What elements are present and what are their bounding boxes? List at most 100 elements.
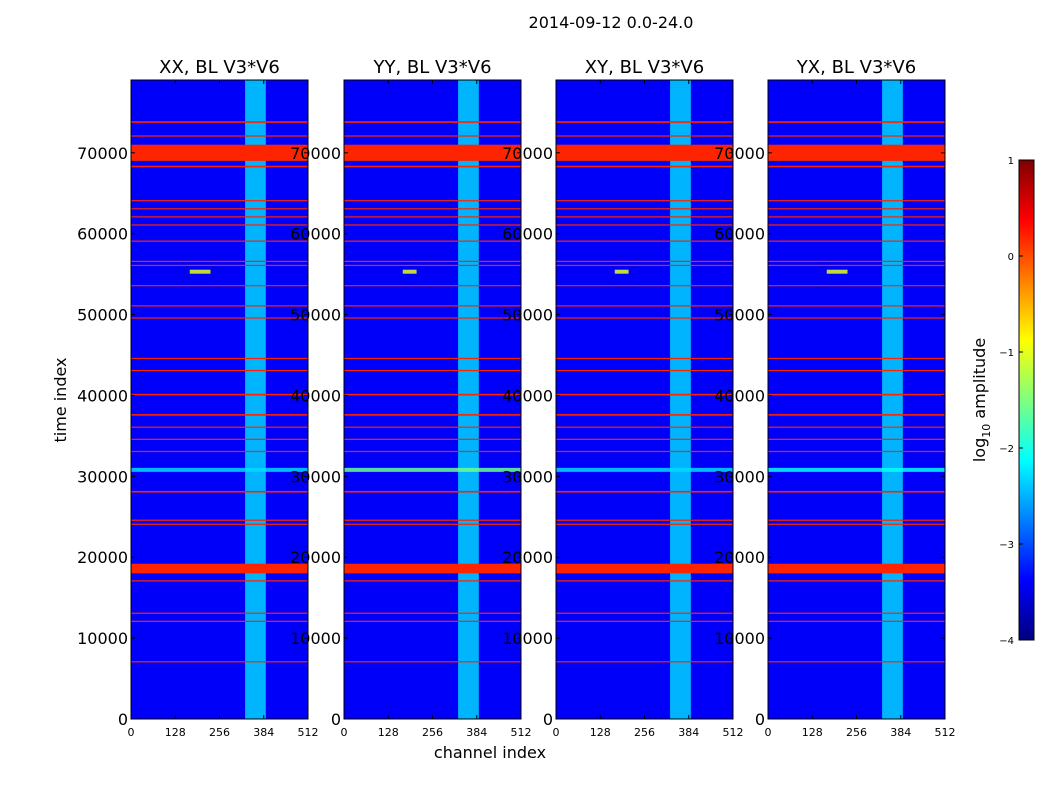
y-tick-label: 40000 [290, 386, 341, 405]
heatmap-background [131, 80, 308, 719]
flagged-row [131, 369, 308, 372]
flagged-row [556, 426, 733, 428]
y-tick-label: 70000 [77, 144, 128, 163]
flagged-row [768, 264, 945, 267]
flagged-row [344, 224, 521, 226]
flagged-row [556, 317, 733, 319]
flagged-row [768, 240, 945, 242]
heatmap-background [556, 80, 733, 719]
colorbar: 1 0 −1 −2 −3 −4 log10 amplitude [970, 156, 1035, 647]
flagged-row [556, 240, 733, 242]
flagged-row [131, 285, 308, 287]
colorbar-tick-label: −2 [999, 444, 1014, 455]
x-tick-label: 384 [253, 726, 274, 739]
flagged-row [556, 519, 733, 521]
flagged-row [556, 165, 733, 168]
flagged-row [131, 426, 308, 428]
y-tick-label: 50000 [77, 306, 128, 325]
y-tick-label: 30000 [714, 467, 765, 486]
y-tick-label: 50000 [290, 306, 341, 325]
x-tick-label: 0 [553, 726, 560, 739]
flagged-row [768, 208, 945, 210]
flagged-row [556, 200, 733, 202]
flagged-row [768, 165, 945, 168]
x-tick-label: 256 [634, 726, 655, 739]
flagged-row [344, 165, 521, 168]
flagged-row [131, 305, 308, 307]
flagged-row [556, 661, 733, 663]
flagged-row [131, 661, 308, 663]
x-tick-label: 384 [678, 726, 699, 739]
flagged-row [344, 264, 521, 267]
flagged-row [131, 216, 308, 218]
x-tick-label: 384 [466, 726, 487, 739]
flagged-row [768, 426, 945, 428]
flagged-row [768, 393, 945, 396]
bright-feature [189, 269, 211, 274]
flagged-row [556, 305, 733, 307]
flagged-row [768, 661, 945, 663]
flagged-row [344, 438, 521, 440]
bright-feature [614, 269, 629, 274]
flagged-row [556, 135, 733, 137]
flagged-row [768, 580, 945, 582]
flagged-row [768, 317, 945, 319]
y-tick-label: 50000 [714, 306, 765, 325]
flagged-row [344, 563, 521, 574]
flagged-row [768, 135, 945, 137]
colorbar-tick-label: −1 [999, 348, 1014, 359]
y-tick-label: 30000 [290, 467, 341, 486]
y-tick-label: 0 [755, 710, 765, 729]
flagged-row [131, 414, 308, 416]
y-tick-label: 60000 [714, 225, 765, 244]
flagged-row [556, 393, 733, 396]
y-tick-label: 60000 [502, 225, 553, 244]
flagged-row [556, 357, 733, 360]
flagged-row [344, 612, 521, 614]
bright-feature [402, 269, 417, 274]
x-tick-label: 512 [298, 726, 319, 739]
flagged-row [131, 490, 308, 493]
x-tick-label: 256 [422, 726, 443, 739]
heatmap-background [344, 80, 521, 719]
flagged-row [131, 563, 308, 574]
flagged-row [344, 305, 521, 307]
y-tick-label: 10000 [714, 629, 765, 648]
y-tick-label: 50000 [502, 306, 553, 325]
figure-suptitle: 2014-09-12 0.0-24.0 [529, 13, 694, 32]
x-tick-label: 512 [511, 726, 532, 739]
flagged-row [344, 240, 521, 242]
flagged-row [131, 135, 308, 137]
y-tick-label: 40000 [502, 386, 553, 405]
colorbar-gradient [1018, 159, 1035, 641]
y-tick-label: 20000 [714, 548, 765, 567]
flagged-row [131, 438, 308, 440]
y-tick-label: 30000 [502, 467, 553, 486]
flagged-row [556, 438, 733, 440]
rfi-band [670, 80, 691, 719]
flagged-row [131, 121, 308, 123]
x-tick-label: 512 [723, 726, 744, 739]
y-tick-label: 70000 [714, 144, 765, 163]
flagged-row [344, 620, 521, 622]
x-tick-label: 128 [378, 726, 399, 739]
flagged-row [344, 357, 521, 360]
flagged-row [768, 305, 945, 307]
flagged-row [344, 414, 521, 416]
flagged-row [556, 369, 733, 372]
flagged-row [556, 285, 733, 287]
flagged-row [344, 260, 521, 262]
y-tick-label: 10000 [502, 629, 553, 648]
y-tick-label: 0 [331, 710, 341, 729]
flagged-row [131, 144, 308, 161]
flagged-row [768, 369, 945, 372]
y-tick-label: 60000 [290, 225, 341, 244]
x-tick-label: 0 [128, 726, 135, 739]
flagged-row [344, 135, 521, 137]
flagged-row [131, 208, 308, 210]
y-tick-label: 10000 [290, 629, 341, 648]
x-tick-label: 128 [165, 726, 186, 739]
colorbar-tick-label: −4 [999, 636, 1014, 647]
panels: XX, BL V3*V6 0 128 256 384 512 0 10000 20000 3000… [77, 57, 955, 739]
heatmap-background [768, 80, 945, 719]
